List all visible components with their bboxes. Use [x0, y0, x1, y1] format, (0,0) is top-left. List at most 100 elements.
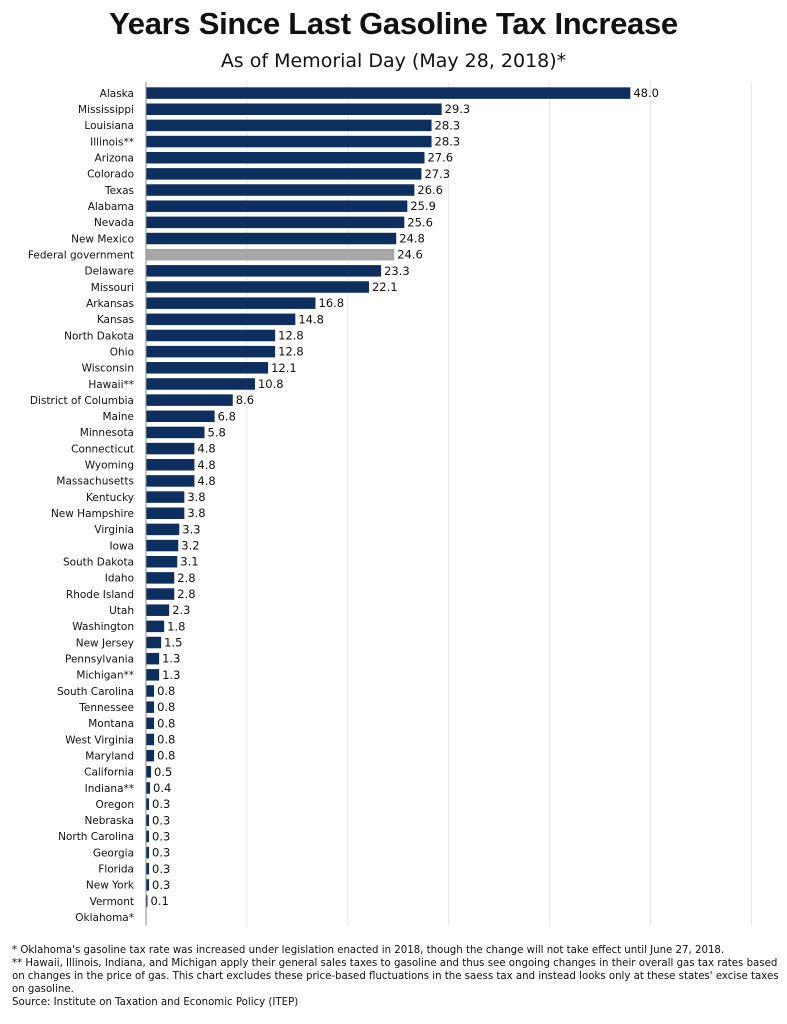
value-label-ohio: 12.8 [278, 345, 304, 359]
value-label-georgia: 0.3 [152, 846, 170, 860]
category-label-indiana: Indiana** [85, 783, 134, 795]
category-label-alaska: Alaska [100, 88, 134, 100]
value-label-new-york: 0.3 [152, 878, 170, 892]
bar-chart: Alaska Mississippi Louisiana Illinois** Ariz… [28, 82, 752, 926]
value-label-louisiana: 28.3 [435, 118, 461, 132]
value-label-texas: 26.6 [417, 183, 443, 197]
bar-new-mexico [146, 232, 397, 245]
category-label-louisiana: Louisiana [84, 120, 134, 132]
bar-federal-government [146, 248, 395, 261]
value-label-alaska: 48.0 [633, 86, 659, 100]
value-label-minnesota: 5.8 [208, 425, 226, 439]
value-label-rhode-island: 2.8 [177, 587, 195, 601]
category-label-connecticut: Connecticut [71, 443, 134, 455]
category-label-utah: Utah [109, 605, 134, 617]
value-label-south-carolina: 0.8 [157, 684, 175, 698]
category-label-wisconsin: Wisconsin [82, 363, 134, 375]
category-label-tennessee: Tennessee [78, 702, 134, 714]
bar-ohio [146, 345, 276, 358]
value-label-colorado: 27.3 [424, 167, 450, 181]
bar-alabama [146, 200, 408, 212]
bar-wisconsin [146, 362, 269, 374]
value-label-florida: 0.3 [152, 862, 170, 876]
value-label-kansas: 14.8 [298, 312, 324, 326]
bar-texas [146, 184, 415, 196]
bar-utah [146, 604, 170, 616]
category-label-oregon: Oregon [95, 799, 134, 811]
chart-title: Years Since Last Gasoline Tax Increase [109, 6, 678, 41]
bar-new-jersey [146, 636, 162, 649]
category-label-arkansas: Arkansas [86, 298, 134, 310]
category-label-illinois: Illinois** [90, 136, 134, 148]
value-label-wyoming: 4.8 [197, 458, 215, 472]
category-label-michigan: Michigan** [76, 670, 134, 682]
category-label-washington: Washington [72, 621, 134, 633]
value-label-oregon: 0.3 [152, 797, 170, 811]
category-label-wyoming: Wyoming [85, 460, 134, 472]
bar-washington [146, 620, 165, 633]
category-label-district-of-columbia: District of Columbia [30, 395, 134, 407]
value-label-massachusetts: 4.8 [197, 474, 215, 488]
bar-district-of-columbia [146, 394, 233, 406]
category-label-california: California [84, 767, 134, 779]
bar-maryland [146, 749, 155, 762]
value-label-delaware: 23.3 [384, 264, 410, 278]
category-label-florida: Florida [98, 864, 134, 876]
bar-arkansas [146, 297, 316, 309]
bar-kentucky [146, 491, 185, 503]
bars [146, 87, 631, 907]
category-labels: Alaska Mississippi Louisiana Illinois** Ariz… [28, 88, 135, 924]
category-label-massachusetts: Massachusetts [56, 476, 134, 488]
bar-connecticut [146, 442, 195, 455]
value-label-california: 0.5 [154, 765, 172, 779]
category-label-kentucky: Kentucky [86, 492, 134, 504]
value-label-connecticut: 4.8 [197, 442, 215, 456]
category-label-maryland: Maryland [85, 750, 134, 762]
value-label-maine: 6.8 [218, 409, 236, 423]
category-label-north-dakota: North Dakota [64, 330, 134, 342]
bar-california [146, 766, 152, 778]
category-label-minnesota: Minnesota [80, 427, 134, 439]
bar-kansas [146, 313, 296, 326]
bar-oregon [146, 798, 150, 810]
bar-minnesota [146, 426, 205, 439]
bar-tennessee [146, 701, 155, 713]
value-label-new-mexico: 24.8 [399, 232, 425, 246]
bar-indiana [146, 782, 151, 794]
value-label-arizona: 27.6 [427, 151, 453, 165]
bar-georgia [146, 846, 150, 859]
value-label-iowa: 3.2 [181, 539, 199, 553]
category-label-new-hampshire: New Hampshire [51, 508, 134, 520]
bar-new-york [146, 879, 150, 891]
bar-west-virginia [146, 733, 155, 746]
bar-maine [146, 410, 215, 423]
value-labels: 48.0 29.3 28.3 28.3 27.6 27.3 26.6 25.9 25.6 24.8… [151, 86, 659, 908]
value-label-north-carolina: 0.3 [152, 829, 170, 843]
bar-wyoming [146, 459, 195, 471]
bar-south-carolina [146, 685, 155, 697]
source-note: Source: Institute on Taxation and Econom… [12, 997, 299, 1008]
category-label-hawaii: Hawaii** [88, 379, 134, 391]
bar-mississippi [146, 103, 442, 115]
value-label-new-jersey: 1.5 [164, 636, 182, 650]
value-label-indiana: 0.4 [153, 781, 171, 795]
bar-nebraska [146, 814, 150, 827]
category-label-arizona: Arizona [95, 153, 134, 165]
category-label-virginia: Virginia [94, 524, 134, 536]
bar-north-dakota [146, 329, 276, 342]
value-label-hawaii: 10.8 [258, 377, 284, 391]
category-label-ohio: Ohio [110, 346, 134, 358]
value-label-kentucky: 3.8 [187, 490, 205, 504]
bar-iowa [146, 539, 179, 552]
bar-delaware [146, 265, 382, 277]
bar-idaho [146, 572, 175, 584]
bar-south-dakota [146, 555, 178, 568]
category-label-kansas: Kansas [97, 314, 134, 326]
bar-vermont [146, 895, 148, 907]
bar-nevada [146, 216, 405, 229]
category-label-idaho: Idaho [105, 573, 134, 585]
category-label-oklahoma: Oklahoma* [75, 912, 134, 924]
bar-alaska [146, 87, 631, 99]
bar-hawaii [146, 378, 255, 390]
footnote-oklahoma: * Oklahoma's gasoline tax rate was incre… [12, 945, 725, 956]
